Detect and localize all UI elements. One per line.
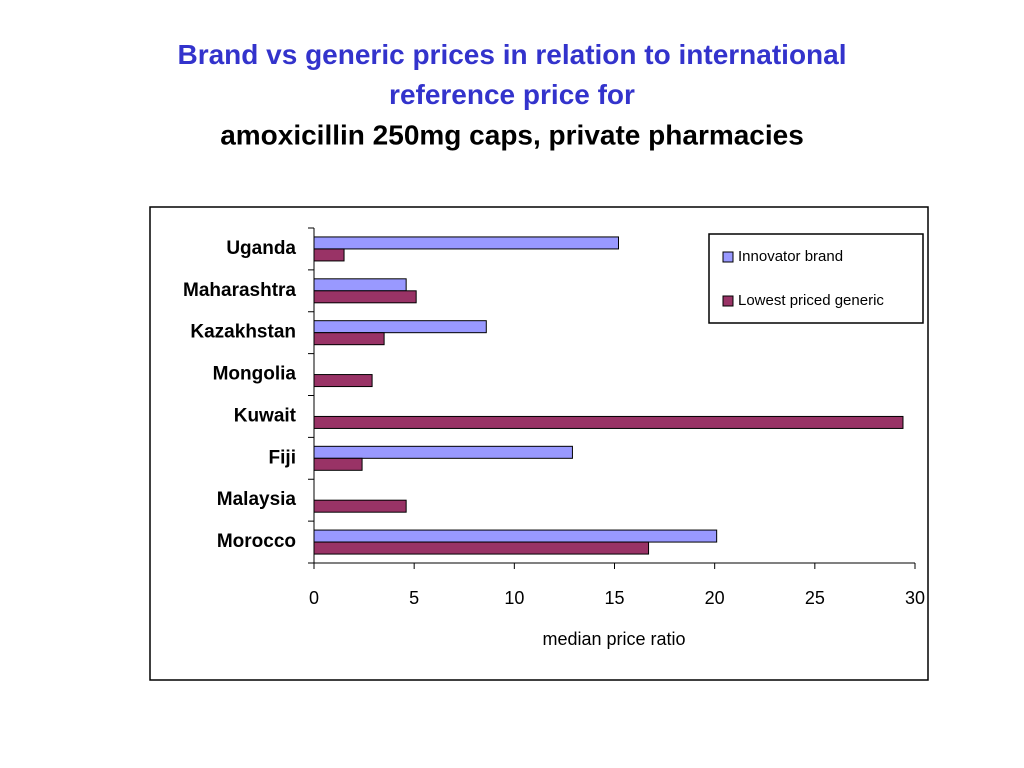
legend-swatch	[722, 295, 734, 307]
legend-label: Innovator brand	[738, 248, 843, 265]
bar	[313, 332, 385, 346]
legend-label: Lowest priced generic	[738, 292, 884, 309]
y-tick-label: Kuwait	[234, 405, 297, 426]
bar	[313, 457, 363, 471]
chart-title-line: Brand vs generic prices in relation to i…	[177, 39, 846, 110]
bar	[313, 320, 487, 334]
bar	[313, 248, 345, 262]
x-tick-label: 30	[905, 588, 925, 608]
y-tick-label: Malaysia	[217, 489, 297, 510]
x-tick-label: 20	[705, 588, 725, 608]
x-tick-label: 15	[604, 588, 624, 608]
x-axis-label: median price ratio	[542, 629, 685, 649]
bar	[313, 290, 417, 304]
legend-swatch	[722, 251, 734, 263]
y-tick-label: Maharashtra	[183, 280, 296, 301]
bar	[313, 541, 650, 555]
y-tick-label: Fiji	[269, 447, 296, 468]
legend-box	[708, 233, 924, 324]
bar	[313, 499, 407, 513]
bar	[313, 374, 373, 388]
bar	[313, 529, 718, 543]
x-tick-label: 5	[409, 588, 419, 608]
y-tick-label: Kazakhstan	[190, 322, 296, 343]
bar	[313, 415, 904, 429]
y-tick-label: Mongolia	[213, 364, 297, 385]
bar	[313, 278, 407, 292]
chart-subtitle: amoxicillin 250mg caps, private pharmaci…	[220, 119, 804, 150]
x-tick-label: 0	[309, 588, 319, 608]
bar	[313, 236, 620, 250]
y-tick-label: Morocco	[217, 531, 296, 552]
x-tick-label: 10	[504, 588, 524, 608]
bar	[313, 445, 573, 459]
y-tick-label: Uganda	[226, 238, 296, 259]
x-tick-label: 25	[805, 588, 825, 608]
